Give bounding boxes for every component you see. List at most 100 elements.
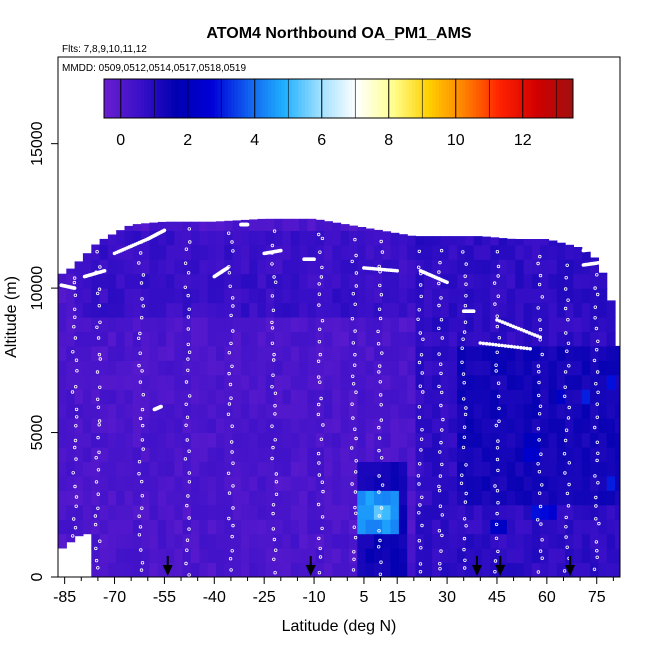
- heatmap-cell: [91, 533, 101, 549]
- heatmap-cell: [373, 230, 383, 246]
- colorbar-swatch: [224, 79, 229, 118]
- heatmap-cell: [340, 273, 350, 289]
- profile-point: [270, 341, 275, 345]
- heatmap-cell: [58, 389, 67, 405]
- heatmap-cell: [299, 302, 308, 318]
- heatmap-cell: [107, 302, 117, 318]
- heatmap-cell: [556, 317, 566, 332]
- heatmap-cell: [490, 317, 500, 332]
- profile-point: [438, 450, 442, 454]
- heatmap-cell: [224, 403, 234, 419]
- heatmap-cell: [157, 533, 167, 549]
- profile-point: [594, 326, 599, 331]
- colorbar-swatch: [217, 79, 222, 118]
- heatmap-cell: [124, 374, 134, 390]
- flight-track-point: [159, 404, 163, 409]
- profile-point: [350, 446, 354, 450]
- heatmap-cell: [232, 302, 242, 318]
- heatmap-cell: [132, 548, 142, 564]
- heatmap-cell: [307, 273, 317, 289]
- heatmap-cell: [615, 345, 620, 361]
- heatmap-cell: [149, 273, 159, 289]
- heatmap-cell: [473, 432, 483, 448]
- heatmap-cell: [182, 259, 192, 275]
- heatmap-cell: [257, 331, 267, 347]
- heatmap-cell: [448, 374, 458, 390]
- heatmap-cell: [91, 490, 101, 506]
- profile-point: [75, 548, 79, 552]
- heatmap-cell: [166, 259, 175, 275]
- heatmap-cell: [174, 447, 184, 462]
- heatmap-cell: [74, 504, 84, 520]
- profile-point: [497, 336, 501, 340]
- profile-point: [538, 338, 542, 342]
- profile-point: [184, 402, 188, 406]
- heatmap-cell: [132, 533, 142, 549]
- heatmap-cell: [99, 418, 109, 434]
- heatmap-cell: [573, 432, 583, 448]
- heatmap-cell: [506, 562, 516, 577]
- colorbar-swatch: [418, 79, 423, 118]
- heatmap-cell: [473, 244, 483, 260]
- heatmap-cell: [166, 244, 175, 260]
- heatmap-cell: [149, 475, 159, 491]
- heatmap-cell: [66, 403, 76, 419]
- profile-point: [137, 363, 141, 368]
- heatmap-cell: [199, 230, 209, 246]
- profile-point: [71, 517, 76, 521]
- profile-point: [351, 292, 355, 296]
- heatmap-cell: [82, 374, 92, 390]
- profile-point: [72, 445, 77, 450]
- heatmap-cell: [506, 432, 516, 448]
- heatmap-cell: [207, 345, 217, 361]
- heatmap-cell: [556, 504, 566, 520]
- heatmap-cell: [332, 519, 342, 535]
- heatmap-cell: [473, 331, 483, 347]
- heatmap-cell: [581, 461, 591, 477]
- heatmap-cell: [324, 475, 333, 491]
- heatmap-cell: [357, 345, 367, 361]
- profile-point: [462, 547, 466, 552]
- heatmap-cell: [199, 302, 209, 318]
- heatmap-cell: [307, 403, 317, 419]
- heatmap-cell: [157, 302, 167, 318]
- heatmap-cell: [556, 242, 566, 246]
- profile-point: [319, 275, 324, 279]
- profile-point: [96, 405, 101, 409]
- profile-point: [139, 240, 143, 244]
- heatmap-cell: [324, 389, 333, 405]
- profile-point: [96, 336, 101, 340]
- profile-point: [137, 514, 141, 518]
- heatmap-cell: [174, 331, 184, 347]
- heatmap-cell: [240, 302, 250, 318]
- heatmap-cell: [182, 562, 192, 577]
- heatmap-cell: [556, 548, 566, 564]
- heatmap-cell: [174, 562, 184, 577]
- heatmap-cell: [191, 317, 200, 332]
- heatmap-cell: [615, 461, 620, 477]
- heatmap-cell: [349, 302, 358, 318]
- profile-point: [566, 318, 570, 322]
- heatmap-cell: [216, 331, 225, 347]
- heatmap-cell: [182, 230, 192, 246]
- heatmap-cell: [373, 562, 383, 577]
- profile-point: [186, 271, 191, 275]
- heatmap-cell: [390, 447, 400, 462]
- profile-point: [378, 316, 383, 321]
- heatmap-cell: [531, 317, 541, 332]
- heatmap-cell: [132, 273, 142, 289]
- heatmap-cell: [216, 273, 225, 289]
- heatmap-cell: [432, 317, 441, 332]
- heatmap-cell: [365, 432, 375, 448]
- heatmap-cell: [432, 345, 441, 361]
- heatmap-cell: [398, 273, 408, 289]
- heatmap-cell: [299, 230, 308, 246]
- heatmap-cell: [565, 288, 574, 304]
- profile-point: [563, 394, 567, 398]
- heatmap-cell: [448, 360, 458, 376]
- profile-point: [567, 405, 571, 410]
- heatmap-cell: [299, 360, 308, 376]
- heatmap-cell: [515, 504, 525, 520]
- arrow-head: [472, 565, 483, 576]
